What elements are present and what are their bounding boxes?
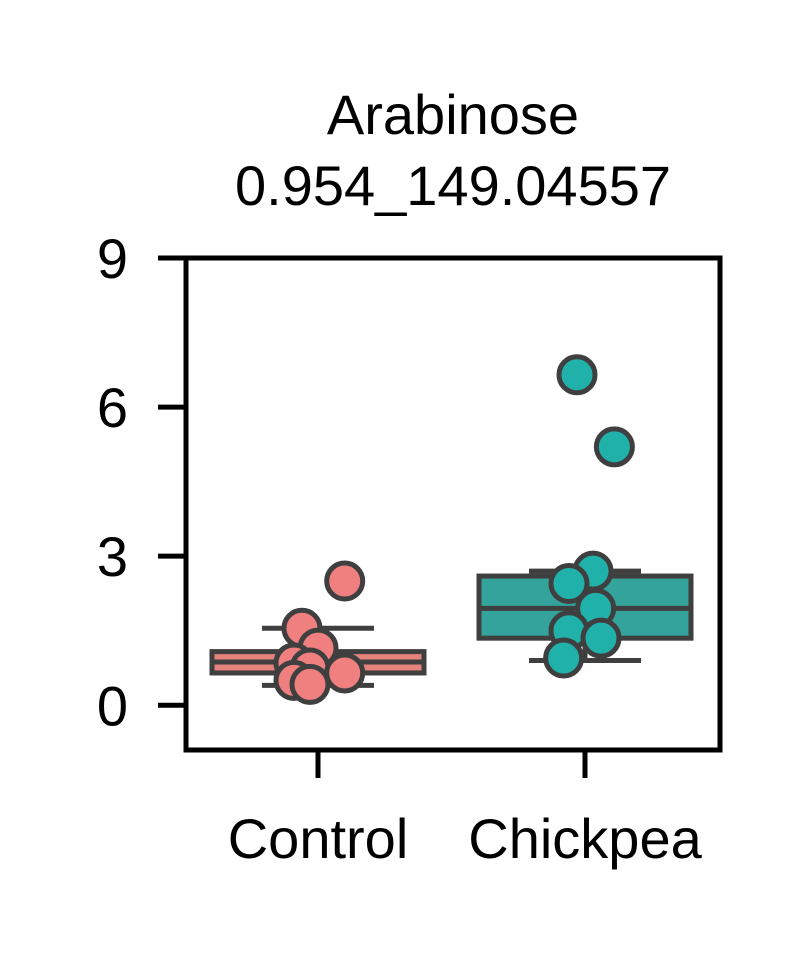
chart-title: Arabinose bbox=[327, 83, 579, 146]
chart-subtitle: 0.954_149.04557 bbox=[235, 154, 671, 217]
y-axis: 0 3 6 9 bbox=[97, 227, 186, 737]
y-tick-label: 6 bbox=[97, 376, 128, 439]
data-point-chickpea bbox=[580, 617, 622, 659]
data-point-control bbox=[324, 560, 366, 602]
data-point-chickpea bbox=[556, 354, 598, 396]
data-point-chickpea bbox=[543, 637, 585, 679]
data-point-control bbox=[324, 652, 366, 694]
x-tick-label-control: Control bbox=[228, 807, 409, 870]
box-group-chickpea bbox=[476, 354, 694, 679]
x-tick-label-chickpea: Chickpea bbox=[468, 807, 702, 870]
y-tick-label: 0 bbox=[97, 674, 128, 737]
y-tick-label: 9 bbox=[97, 227, 128, 290]
plot-area bbox=[209, 354, 694, 705]
data-point-control bbox=[289, 663, 331, 705]
box-group-control bbox=[209, 560, 427, 705]
plot-frame bbox=[183, 255, 723, 753]
y-tick-label: 3 bbox=[97, 525, 128, 588]
data-point-chickpea bbox=[548, 563, 590, 605]
data-point-chickpea bbox=[593, 426, 635, 468]
x-axis: Control Chickpea bbox=[228, 750, 703, 870]
